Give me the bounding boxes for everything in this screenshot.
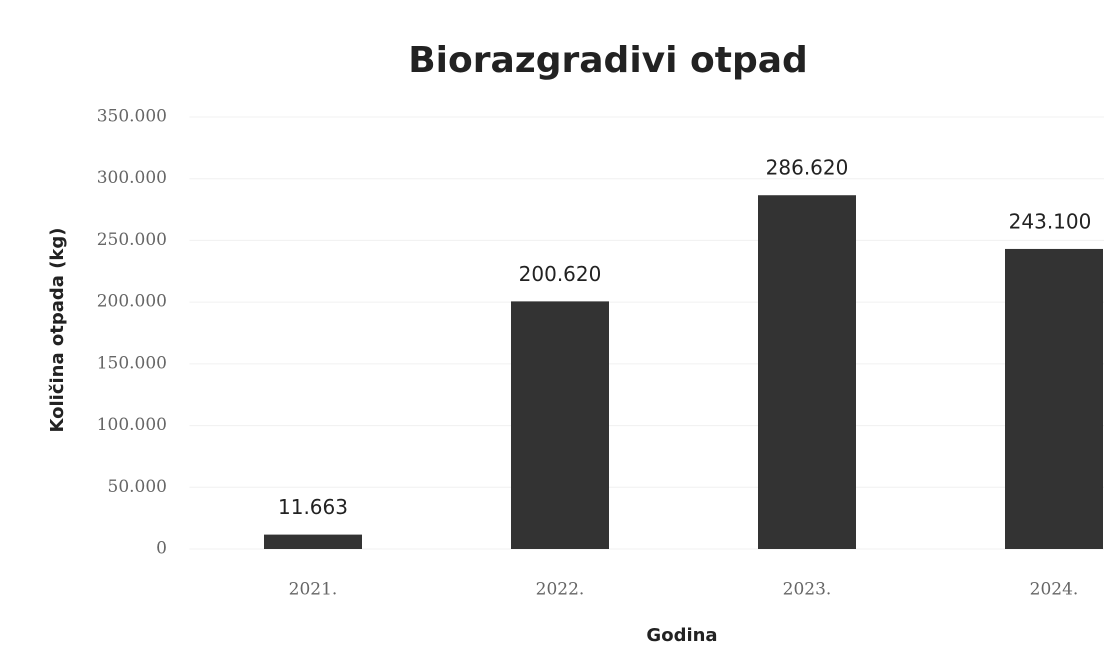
- x-axis-label: Godina: [646, 625, 717, 646]
- bar: [758, 195, 856, 549]
- y-axis-label: Količina otpada (kg): [47, 227, 68, 432]
- chart-title: Biorazgradivi otpad: [408, 40, 808, 81]
- y-tick-label: 100.000: [97, 415, 167, 435]
- y-tick-label: 350.000: [97, 107, 167, 127]
- value-label: 286.620: [766, 156, 849, 180]
- y-tick-label: 150.000: [97, 353, 167, 373]
- y-tick-label: 200.000: [97, 292, 167, 312]
- bar: [1005, 248, 1103, 550]
- x-tick-label: 2023.: [783, 580, 832, 600]
- y-tick-label: 250.000: [97, 230, 167, 250]
- value-label: 200.620: [519, 262, 602, 286]
- bar: [264, 534, 362, 549]
- x-tick-label: 2021.: [289, 580, 338, 600]
- y-tick-label: 300.000: [97, 168, 167, 188]
- y-tick-label: 0: [156, 539, 167, 559]
- bar: [511, 301, 609, 549]
- value-label: 243.100: [1009, 209, 1092, 233]
- value-label: 11.663: [278, 495, 348, 519]
- x-tick-label: 2022.: [536, 580, 585, 600]
- y-tick-label: 50.000: [108, 477, 167, 497]
- x-tick-label: 2024.: [1030, 580, 1079, 600]
